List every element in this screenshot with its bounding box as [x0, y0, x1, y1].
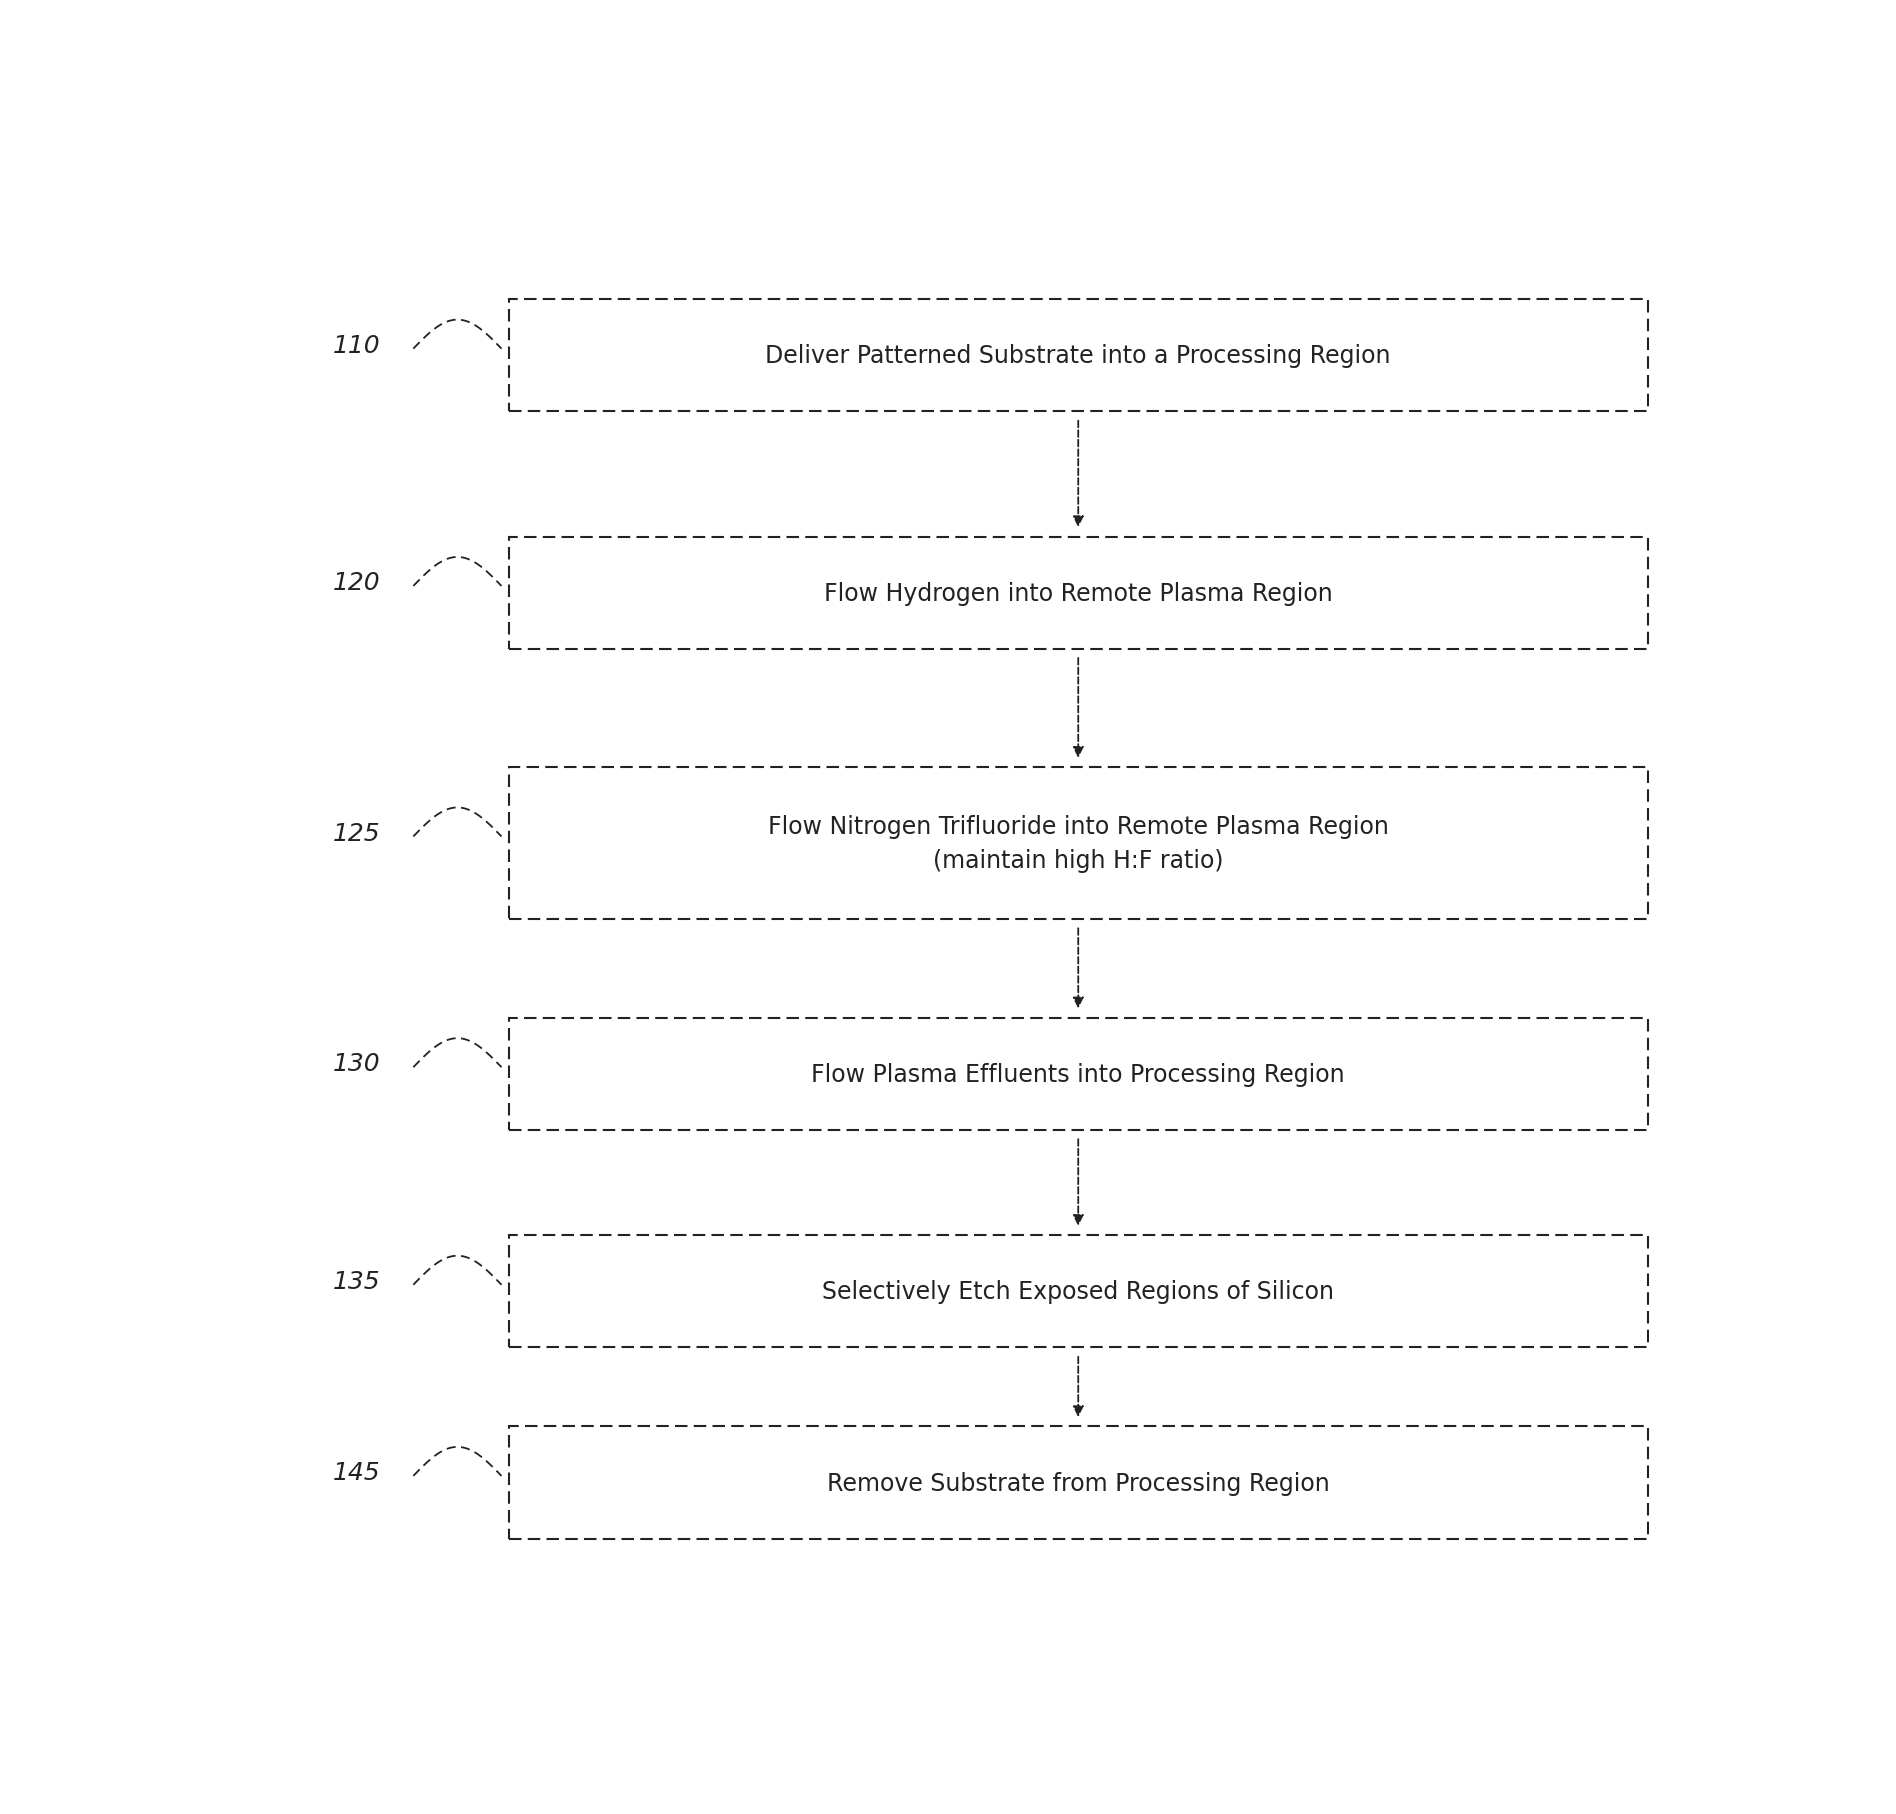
FancyBboxPatch shape [508, 1426, 1648, 1538]
Text: 125: 125 [332, 822, 379, 845]
FancyBboxPatch shape [508, 299, 1648, 412]
Text: Flow Plasma Effluents into Processing Region: Flow Plasma Effluents into Processing Re… [811, 1063, 1344, 1087]
Text: Flow Hydrogen into Remote Plasma Region: Flow Hydrogen into Remote Plasma Region [825, 580, 1333, 606]
FancyBboxPatch shape [508, 767, 1648, 920]
Text: 145: 145 [332, 1460, 379, 1484]
Text: 135: 135 [332, 1270, 379, 1293]
FancyBboxPatch shape [508, 1235, 1648, 1348]
FancyBboxPatch shape [508, 537, 1648, 649]
Text: 120: 120 [332, 571, 379, 595]
Text: Deliver Patterned Substrate into a Processing Region: Deliver Patterned Substrate into a Proce… [766, 345, 1392, 368]
Text: 110: 110 [332, 334, 379, 357]
FancyBboxPatch shape [508, 1018, 1648, 1130]
Text: 130: 130 [332, 1052, 379, 1076]
Text: Remove Substrate from Processing Region: Remove Substrate from Processing Region [827, 1471, 1329, 1495]
Text: Flow Nitrogen Trifluoride into Remote Plasma Region
(maintain high H:F ratio): Flow Nitrogen Trifluoride into Remote Pl… [768, 814, 1388, 873]
Text: Selectively Etch Exposed Regions of Silicon: Selectively Etch Exposed Regions of Sili… [823, 1279, 1335, 1304]
